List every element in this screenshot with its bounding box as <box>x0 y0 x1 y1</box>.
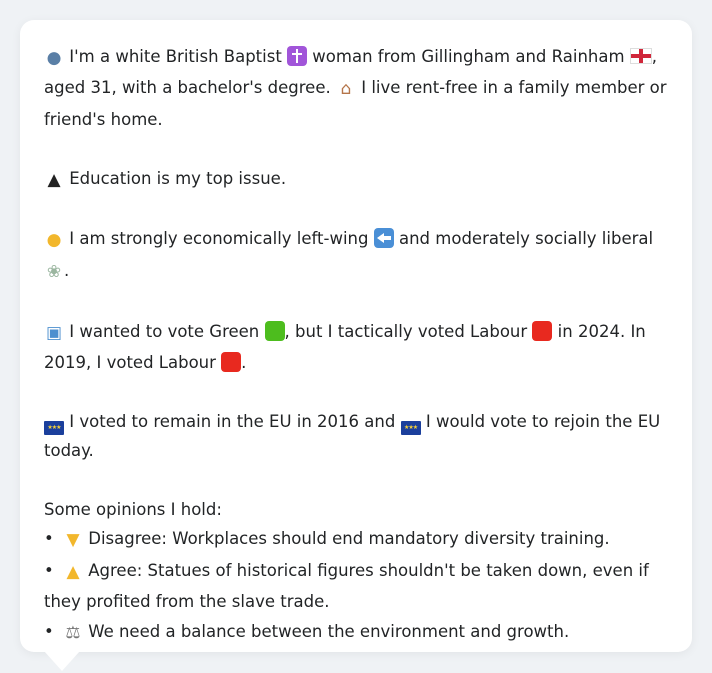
persona-card: ● I'm a white British Baptist woman from… <box>20 20 692 652</box>
house-icon: ⌂ <box>340 79 352 100</box>
ideology-paragraph: ● I am strongly economically left-wing a… <box>44 224 668 287</box>
opinion-text: We need a balance between the environmen… <box>88 621 570 641</box>
intro-text-2: woman from Gillingham and Rainham <box>312 47 625 66</box>
opinions-heading: Some opinions I hold: <box>44 500 222 520</box>
eu-flag-icon: ★★★ <box>400 420 421 435</box>
top-issue-paragraph: ▲ Education is my top issue. <box>44 164 668 195</box>
eu-text-1: I voted to remain in the EU in 2016 and <box>69 411 396 431</box>
balance-scale-icon: ⚖ <box>65 622 81 643</box>
eu-text-2: I would vote to rejoin the EU today. <box>44 411 661 461</box>
dove-icon: ❀ <box>46 261 62 282</box>
person-silhouette-icon: ● <box>46 48 62 68</box>
graduation-cap-icon: ▲ <box>47 169 61 190</box>
thumbs-down-icon: ▼ <box>66 530 80 551</box>
intro-text-4: aged 31, with a bachelor's degree. <box>44 78 331 98</box>
bullet: • <box>44 529 54 549</box>
intro-paragraph: ● I'm a white British Baptist woman from… <box>44 42 668 134</box>
list-item: • ⚖ We need a balance between the enviro… <box>44 617 668 648</box>
bullet: • <box>44 621 54 641</box>
vote-text-3: in 2024. In 2019, I voted Labour <box>44 321 646 373</box>
top-issue-text: Education is my top issue. <box>69 168 287 188</box>
latin-cross-icon <box>287 46 308 66</box>
intro-text-5: I live rent-free in a family member or f… <box>44 78 667 129</box>
list-item: • ▲ Agree: Statues of historical figures… <box>44 556 668 617</box>
vote-paragraph: ▣ I wanted to vote Green , but I tactica… <box>44 317 668 378</box>
ballot-box-icon: ▣ <box>45 322 63 343</box>
thumbs-up-icon: ▲ <box>66 561 80 582</box>
opinion-text: Disagree: Workplaces should end mandator… <box>88 529 610 549</box>
england-flag-icon <box>629 48 652 64</box>
list-item: • ▼ Disagree: Workplaces should end mand… <box>44 524 668 555</box>
bullet: • <box>44 560 54 580</box>
opinion-text: Agree: Statues of historical figures sho… <box>44 560 649 612</box>
ideology-text-1: I am strongly economically left-wing <box>69 229 369 249</box>
red-square-icon <box>221 352 242 373</box>
red-square-icon <box>532 320 553 341</box>
left-arrow-icon <box>373 228 394 249</box>
green-square-icon <box>264 320 285 341</box>
intro-text-3: , <box>651 47 658 66</box>
vote-text-2: , but I tactically voted Labour <box>284 321 528 341</box>
eu-paragraph: ★★★ I voted to remain in the EU in 2016 … <box>44 407 668 466</box>
eu-flag-icon: ★★★ <box>44 420 64 435</box>
vote-text-1: I wanted to vote Green <box>69 321 260 341</box>
intro-text-1: I'm a white British Baptist <box>69 47 282 66</box>
vote-text-4: . <box>241 353 247 373</box>
ideology-text-2: and moderately socially liberal <box>398 229 654 249</box>
thinking-face-icon: ● <box>46 230 62 251</box>
speech-bubble-tail <box>44 651 80 671</box>
ideology-text-3: . <box>64 260 70 280</box>
